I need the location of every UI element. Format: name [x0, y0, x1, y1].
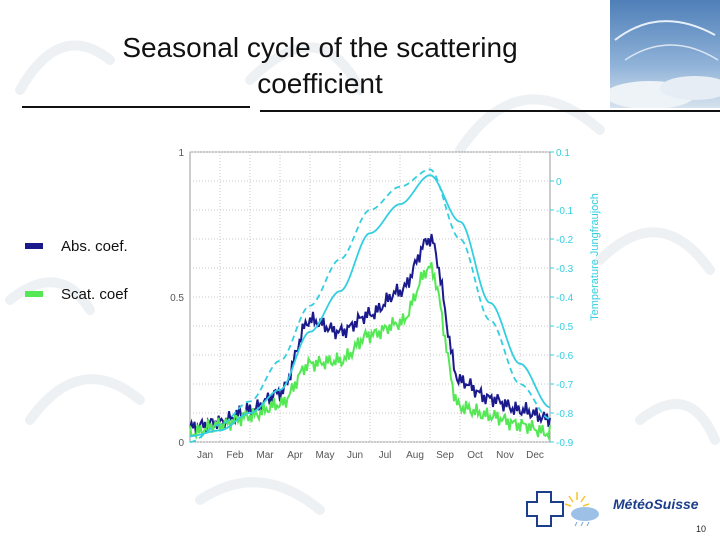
x-tick-label: Jul	[379, 450, 392, 461]
x-tick-label: Feb	[226, 450, 244, 461]
slide-title-line-2: coefficient	[257, 68, 383, 99]
y-right-tick-label: -0.7	[556, 380, 574, 391]
y-right-tick-label: -0.6	[556, 351, 574, 362]
logo-cross-icon	[526, 491, 599, 527]
series-line-4	[189, 168, 551, 443]
x-tick-label: Mar	[256, 450, 274, 461]
x-tick-label: Dec	[526, 450, 544, 461]
x-tick-label: Jan	[197, 450, 213, 461]
y-left-tick-label: 0	[178, 438, 184, 449]
x-tick-label: Nov	[496, 450, 514, 461]
y-right-tick-label: -0.1	[556, 206, 574, 217]
x-tick-label: Apr	[287, 450, 303, 461]
seasonal-chart: Jan Feb Mar Apr May Jun Jul Aug Sep Oct Nov Dec 1 0.5…	[170, 148, 601, 461]
logo-text: MétéoSuisse	[613, 496, 699, 512]
page-number: 10	[695, 524, 706, 534]
y-right-axis-label: Temperature Jungfraujoch	[589, 193, 601, 321]
x-tick-label: Aug	[406, 450, 424, 461]
legend-item-abs: Abs. coef.	[25, 232, 128, 260]
y-right-tick-label: -0.5	[556, 322, 574, 333]
x-tick-label: May	[316, 450, 335, 461]
legend-swatch-abs	[25, 243, 43, 249]
x-tick-label: Jun	[347, 450, 363, 461]
legend-swatch-scat	[25, 291, 43, 297]
y-right-tick-label: 0.1	[556, 148, 570, 159]
legend-label-scat: Scat. coef	[61, 285, 128, 303]
y-right-tick-label: -0.4	[556, 293, 574, 304]
y-right-tick-label: -0.9	[556, 438, 574, 449]
series-line-1	[189, 233, 551, 435]
legend-item-scat: Scat. coef	[25, 280, 128, 308]
y-right-tick-label: 0	[556, 177, 562, 188]
title-underline	[22, 106, 720, 112]
y-left-tick-label: 1	[178, 148, 184, 159]
slide-title-line-1: Seasonal cycle of the scattering	[122, 32, 518, 63]
x-tick-label: Sep	[436, 450, 454, 461]
chart-legend: Abs. coef. Scat. coef	[25, 232, 128, 328]
y-left-tick-label: 0.5	[170, 293, 184, 304]
slide-title: Seasonal cycle of the scattering coeffic…	[20, 30, 620, 102]
x-tick-label: Oct	[467, 450, 483, 461]
meteosuisse-logo: MétéoSuisse	[525, 488, 715, 528]
header-sky-photo	[610, 0, 720, 108]
series-line-3	[190, 174, 551, 438]
y-right-tick-label: -0.3	[556, 264, 574, 275]
y-right-tick-label: -0.2	[556, 235, 574, 246]
series-line-2	[189, 261, 551, 442]
legend-label-abs: Abs. coef.	[61, 237, 128, 255]
y-right-tick-label: -0.8	[556, 409, 574, 420]
